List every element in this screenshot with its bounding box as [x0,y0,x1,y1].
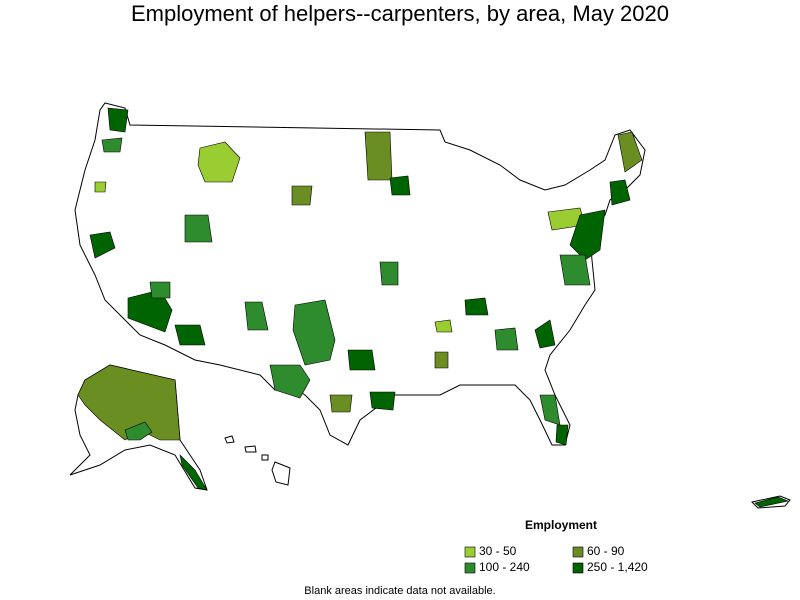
region [347,349,376,371]
region [369,391,396,411]
region [94,181,107,193]
legend-label: 60 - 90 [587,544,625,558]
region [184,214,213,243]
mainland-outline [74,102,646,446]
legend-title: Employment [525,518,597,532]
region [292,299,336,366]
legend-swatch [572,546,584,558]
region [609,179,631,206]
region [364,131,393,181]
region [329,394,353,413]
region [124,421,153,441]
legend: 30 - 50 60 - 90 100 - 240 250 - 1,420 [464,544,648,574]
region [464,297,489,316]
legend-swatch [464,562,476,574]
region [89,231,116,259]
region [244,301,269,331]
region [754,496,790,508]
region [569,209,606,261]
region [101,137,123,153]
region [179,454,208,491]
region [389,175,411,196]
region [494,327,519,351]
region [291,185,313,206]
region [174,324,206,346]
region [434,319,453,333]
legend-label: 30 - 50 [479,544,517,558]
region [269,364,311,399]
legend-swatch [464,546,476,558]
region [434,351,449,369]
region [197,141,241,183]
hawaii-outline [224,435,291,486]
region [149,281,171,299]
footnote: Blank areas indicate data not available. [304,585,495,597]
legend-label: 100 - 240 [479,560,530,574]
region [107,107,129,133]
region [555,424,569,446]
map-title: Employment of helpers--carpenters, by ar… [131,1,669,26]
legend-swatch [572,562,584,574]
us-map [69,102,791,509]
region [379,261,399,286]
region [559,254,591,286]
region [534,319,556,349]
legend-label: 250 - 1,420 [587,560,648,574]
region [617,131,643,173]
region [77,364,181,441]
